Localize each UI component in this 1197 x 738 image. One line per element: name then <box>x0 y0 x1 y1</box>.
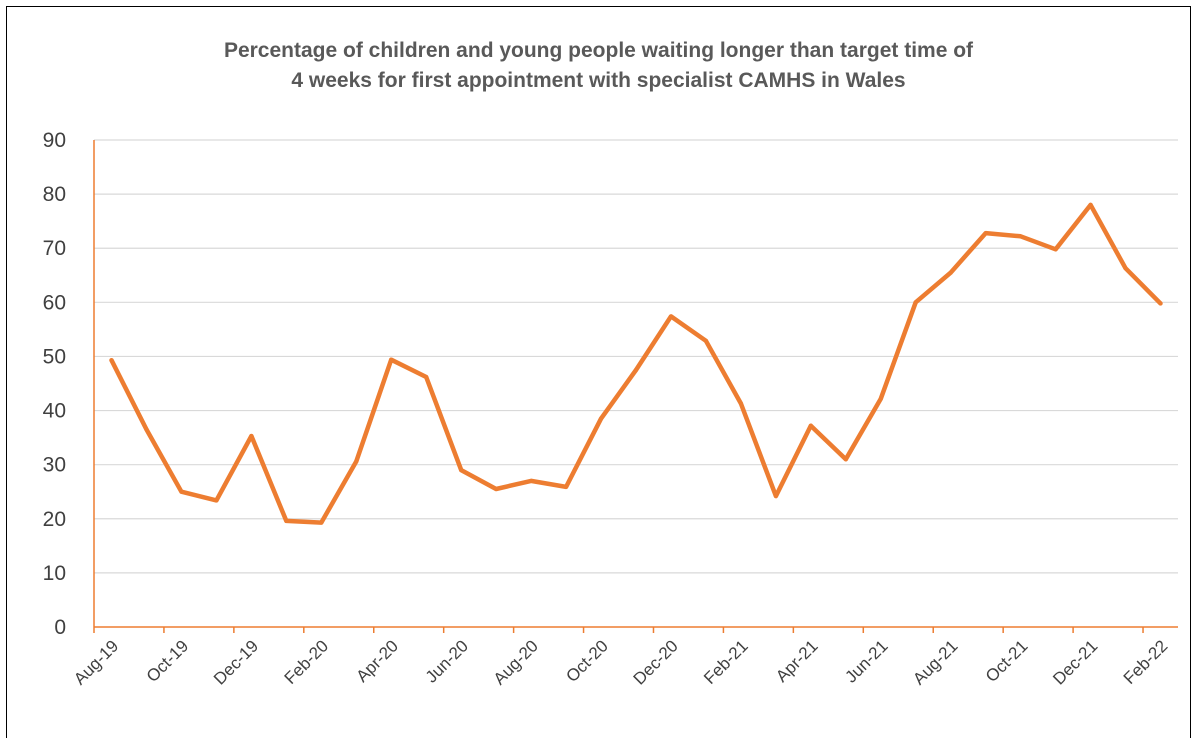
x-tick-label: Dec-19 <box>210 636 262 688</box>
data-point <box>529 478 534 483</box>
y-tick-label: 40 <box>43 400 66 423</box>
x-tick-label: Jun-20 <box>422 636 472 686</box>
y-tick-label: 30 <box>43 454 66 477</box>
data-point <box>913 300 918 305</box>
data-point <box>1158 301 1163 306</box>
data-point <box>389 357 394 362</box>
data-point <box>179 489 184 494</box>
x-tick-label: Apr-20 <box>353 636 403 686</box>
data-point <box>948 270 953 275</box>
data-point <box>983 231 988 236</box>
data-point <box>354 459 359 464</box>
chart-frame <box>6 6 1191 738</box>
chart-title: Percentage of children and young people … <box>0 36 1197 96</box>
x-axis <box>93 140 1178 633</box>
y-tick-label: 50 <box>43 345 66 368</box>
data-point <box>878 396 883 401</box>
y-tick-label: 20 <box>43 508 66 531</box>
x-tick-label: Oct-19 <box>143 636 193 686</box>
y-tick-label: 60 <box>43 291 66 314</box>
x-tick-label: Oct-20 <box>562 636 612 686</box>
series-group <box>109 202 1163 525</box>
data-point <box>703 338 708 343</box>
x-tick-label: Jun-21 <box>841 636 891 686</box>
y-tick-label: 10 <box>43 562 66 585</box>
data-point <box>109 358 114 363</box>
y-axis-tick-labels: 0 10 20 30 40 50 60 70 80 90 <box>43 129 66 639</box>
data-point <box>1018 234 1023 239</box>
x-tick-label: Feb-21 <box>700 636 752 688</box>
gridlines <box>94 139 1178 574</box>
chart-title-line-1: Percentage of children and young people … <box>223 39 974 62</box>
data-point <box>808 423 813 428</box>
data-point <box>284 518 289 523</box>
chart-title-line-2: 4 weeks for first appointment with speci… <box>291 69 906 92</box>
data-point <box>319 520 324 525</box>
data-point <box>424 375 429 380</box>
x-tick-label: Aug-21 <box>909 636 961 688</box>
data-point <box>214 498 219 503</box>
data-point <box>599 416 604 421</box>
x-tick-label: Aug-20 <box>490 636 542 688</box>
y-tick-label: 90 <box>43 129 66 152</box>
x-tick-label: Dec-21 <box>1049 636 1101 688</box>
data-point <box>738 401 743 406</box>
x-axis-tick-labels: Aug-19 Oct-19 Dec-19 Feb-20 Apr-20 Jun-20 Aug-… <box>70 636 1171 688</box>
series-line <box>109 202 1163 525</box>
data-point <box>494 487 499 492</box>
data-point <box>1123 266 1128 271</box>
data-point <box>773 494 778 499</box>
data-point <box>564 484 569 489</box>
data-point <box>1053 247 1058 252</box>
data-point <box>843 457 848 462</box>
data-point <box>634 367 638 372</box>
x-tick-label: Aug-19 <box>70 636 122 688</box>
x-tick-label: Apr-21 <box>772 636 822 686</box>
data-point <box>459 468 464 473</box>
x-tick-label: Feb-22 <box>1120 636 1172 688</box>
x-tick-label: Feb-20 <box>281 636 333 688</box>
y-tick-label: 80 <box>43 183 66 206</box>
data-point <box>249 433 254 438</box>
x-tick-label: Oct-21 <box>982 636 1032 686</box>
y-tick-label: 70 <box>43 237 66 260</box>
data-point <box>144 427 149 432</box>
data-point <box>1088 202 1093 207</box>
y-tick-label: 0 <box>54 616 66 639</box>
x-tick-label: Dec-20 <box>630 636 682 688</box>
data-point <box>668 314 673 319</box>
